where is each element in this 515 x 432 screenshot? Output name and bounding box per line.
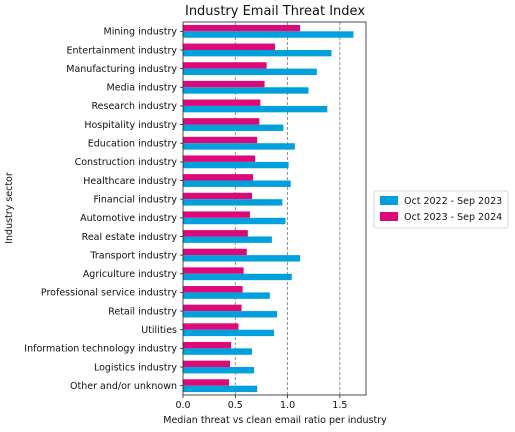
bar-2023 (183, 49, 332, 57)
bar-2023 (183, 161, 289, 169)
bar-2023 (183, 217, 286, 225)
legend-label: Oct 2023 - Sep 2024 (404, 212, 502, 223)
x-tick-label: 0.5 (228, 400, 243, 411)
x-axis-label: Median threat vs clean email ratio per i… (163, 415, 387, 426)
category-label: Manufacturing industry (66, 64, 177, 75)
bar-2023 (183, 68, 317, 76)
category-label: Media industry (107, 83, 178, 94)
bar-2024 (183, 304, 242, 312)
bar-2023 (183, 236, 272, 243)
x-tick-label: 0.0 (175, 400, 190, 411)
category-label: Healthcare industry (83, 176, 177, 187)
category-label: Information technology industry (24, 344, 177, 355)
category-label: Hospitality industry (84, 120, 177, 131)
bar-2023 (183, 105, 328, 113)
category-label: Logistics industry (94, 362, 177, 373)
bar-2023 (183, 311, 278, 318)
bar-2024 (183, 155, 256, 162)
bar-2024 (183, 286, 243, 293)
bar-2023 (183, 273, 292, 281)
legend-swatch (380, 196, 398, 205)
category-label: Education industry (88, 139, 178, 150)
bar-2024 (183, 211, 250, 218)
bar-2024 (183, 136, 258, 144)
bar-2023 (183, 143, 295, 150)
bar-2023 (183, 87, 309, 94)
bars (183, 24, 354, 393)
bar-2024 (183, 267, 244, 274)
category-label: Construction industry (75, 157, 178, 168)
bar-2024 (183, 62, 267, 69)
bar-2024 (183, 118, 260, 125)
category-label: Research industry (91, 101, 177, 112)
category-label: Entertainment industry (67, 45, 178, 56)
x-tick-label: 1.5 (332, 400, 347, 411)
legend-swatch (380, 212, 398, 221)
bar-2023 (183, 255, 301, 262)
category-label: Utilities (141, 325, 177, 336)
bar-2024 (183, 341, 232, 349)
bar-2024 (183, 174, 254, 181)
chart-title: Industry Email Threat Index (185, 4, 365, 19)
bar-2024 (183, 379, 230, 386)
category-labels: Mining industry Entertainment industry Man… (24, 27, 183, 392)
bar-2024 (183, 230, 248, 237)
bar-2024 (183, 99, 261, 106)
bar-2024 (183, 24, 301, 32)
category-label: Retail industry (108, 306, 177, 317)
bar-2023 (183, 180, 291, 187)
category-label: Professional service industry (41, 288, 177, 299)
bar-2024 (183, 360, 231, 368)
bar-2023 (183, 292, 270, 299)
bar-2023 (183, 124, 284, 131)
category-label: Automotive industry (80, 213, 177, 224)
y-axis-label: Industry sector (4, 172, 15, 244)
category-label: Real estate industry (82, 232, 178, 243)
x-tick-label: 1.0 (280, 400, 295, 411)
bar-2024 (183, 43, 276, 50)
bar-2024 (183, 248, 247, 256)
bar-2023 (183, 31, 354, 38)
category-label: Other and/or unknown (70, 381, 177, 392)
grid-lines (234, 22, 341, 395)
category-label: Mining industry (104, 27, 178, 38)
legend-label: Oct 2022 - Sep 2023 (404, 196, 502, 207)
plot-frame (182, 21, 367, 396)
bar-2023 (183, 199, 283, 206)
bar-2023 (183, 329, 274, 337)
category-label: Financial industry (93, 194, 177, 205)
legend-box (373, 190, 509, 229)
category-label: Agriculture industry (83, 269, 178, 280)
bar-2024 (183, 323, 239, 330)
bar-2023 (183, 367, 255, 374)
legend: Oct 2022 - Sep 2023 Oct 2023 - Sep 2024 (373, 190, 509, 229)
bar-2023 (183, 385, 258, 393)
x-ticks: 0.0 0.5 1.0 1.5 (175, 395, 347, 411)
bar-2023 (183, 348, 253, 355)
category-label: Transport industry (89, 250, 177, 261)
bar-2024 (183, 192, 253, 200)
bar-2024 (183, 80, 265, 88)
